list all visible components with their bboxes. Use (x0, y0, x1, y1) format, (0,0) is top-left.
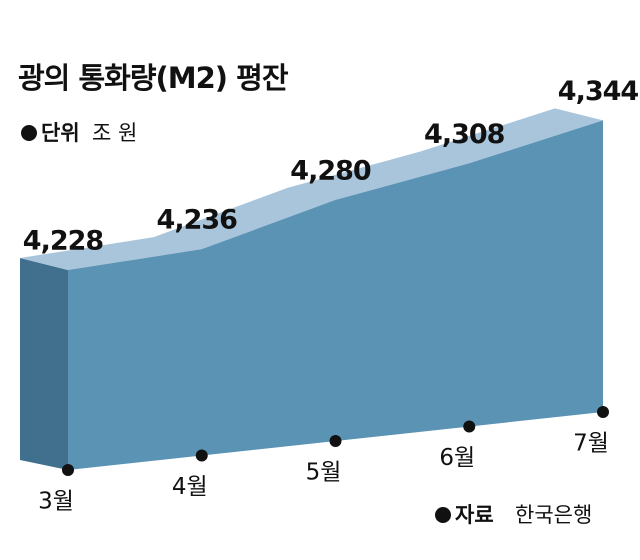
data-label: 4,308 (424, 119, 505, 150)
data-label: 4,344 (558, 76, 639, 107)
category-dot (329, 435, 342, 447)
unit-bullet (21, 125, 37, 141)
x-tick-label: 7월 (573, 431, 609, 457)
x-tick-label: 3월 (38, 489, 74, 515)
source-bullet (435, 507, 451, 523)
x-tick-label: 5월 (306, 460, 342, 486)
data-label: 4,236 (157, 205, 238, 236)
unit: 조 원 (92, 121, 137, 145)
unit-label: 단위 (41, 121, 80, 145)
source-label: 자료 (455, 503, 494, 527)
x-tick-label: 4월 (172, 474, 208, 500)
category-dot (597, 406, 609, 418)
data-label: 4,280 (290, 155, 371, 186)
chart-title: 광의 통화량(M2) 평잔 (18, 61, 289, 95)
area (68, 120, 603, 471)
category-dot (463, 420, 476, 433)
side-face (20, 258, 68, 470)
data-label: 4,228 (23, 226, 104, 257)
category-dot (195, 449, 208, 462)
category-dot (62, 464, 74, 476)
x-tick-label: 6월 (439, 445, 475, 471)
source: 한국은행 (515, 503, 592, 527)
top-face (20, 108, 603, 270)
